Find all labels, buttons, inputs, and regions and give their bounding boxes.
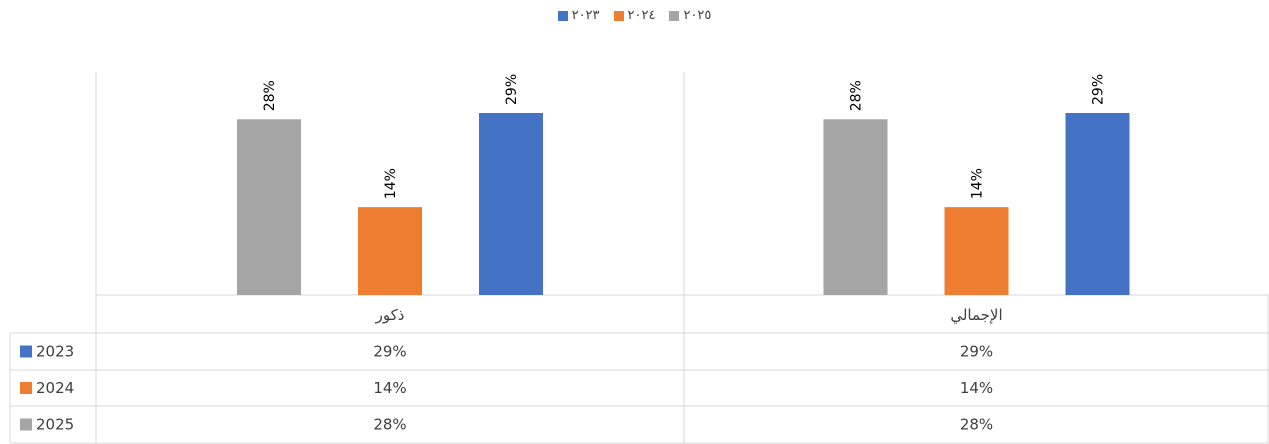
legend-swatch-2025 [669,10,680,21]
table-cell-2025-cat0: 28% [960,416,993,434]
category-label-1: ذكور [375,306,405,324]
legend-label-2023: ٢٠٢٣ [571,8,600,23]
bar-2023-cat1 [479,113,543,295]
bar-2024-cat1 [358,207,422,295]
data-label-2025-cat0: 28% [849,80,865,111]
table-cell-2024-cat0: 14% [960,379,993,397]
legend-item-2025: ٢٠٢٥ [669,8,711,23]
bar-2024-cat0 [944,207,1009,295]
bar-2025-cat0 [823,119,888,295]
legend-item-2024: ٢٠٢٤ [613,8,656,23]
table-cell-2024-cat1: 14% [373,379,406,397]
data-label-2024-cat1: 14% [383,168,399,199]
category-label-0: الإجمالي [950,306,1002,325]
legend-item-2023: ٢٠٢٣ [557,8,600,23]
legend-swatch-2023 [557,10,568,21]
table-row-label-2025: 2025 [36,416,74,434]
data-label-2023-cat1: 29% [504,74,520,105]
table-row-label-2024: 2024 [36,379,74,397]
table-key-2023 [20,345,32,358]
table-cell-2023-cat1: 29% [373,343,406,361]
bar-2023-cat0 [1065,113,1130,295]
chart-legend: ٢٠٢٣ ٢٠٢٤ ٢٠٢٥ [0,8,1269,23]
table-row-label-2023: 2023 [36,343,74,361]
table-key-2024 [20,382,32,394]
legend-label-2025: ٢٠٢٥ [683,8,712,23]
data-labels-group: 29% 14% 28% الإجمالي 29% 14% 28% ذكور [262,74,1107,325]
data-label-2025-cat1: 28% [262,80,278,111]
data-label-2024-cat0: 14% [970,168,986,199]
table-cell-2023-cat0: 29% [960,343,993,361]
table-key-2025 [20,418,32,431]
legend-swatch-2024 [613,10,624,21]
data-table: 2023 29% 29% 2024 14% 14% 2025 28% 28% [20,343,993,434]
table-cell-2025-cat1: 28% [373,416,406,434]
bar-2025-cat1 [237,119,301,295]
legend-label-2024: ٢٠٢٤ [627,8,656,23]
data-label-2023-cat0: 29% [1091,74,1107,105]
bars-group [237,113,1130,295]
